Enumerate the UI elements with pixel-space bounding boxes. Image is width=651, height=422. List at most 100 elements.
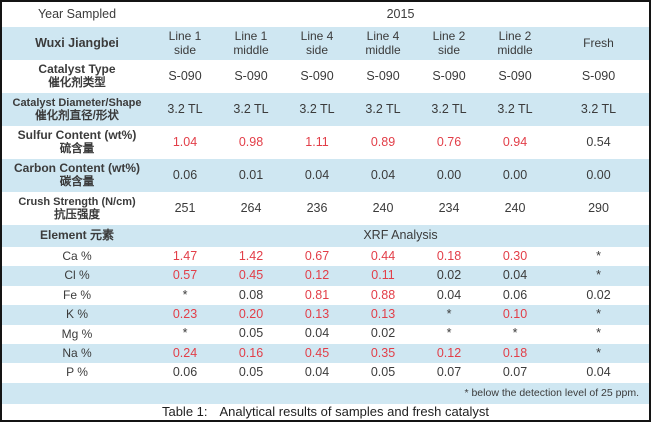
value-cell: 0.07 (436, 365, 462, 380)
value-cell: 0.81 (304, 287, 330, 302)
element-row-label: Mg % (61, 326, 93, 341)
element-row-label: Ca % (62, 249, 92, 264)
table-caption-number: Table 1: (161, 404, 208, 420)
value-cell: 290 (588, 200, 609, 215)
value-cell: 0.12 (436, 345, 462, 360)
column-header-fresh: Fresh (583, 35, 614, 50)
value-cell: 0.35 (370, 345, 396, 360)
value-cell: 0.18 (502, 345, 528, 360)
value-cell: 0.06 (502, 287, 528, 302)
element-row: Fe % * 0.08 0.81 0.88 0.04 0.06 0.02 (2, 286, 649, 305)
table-caption-text: Analytical results of samples and fresh … (219, 404, 490, 420)
value-cell: 3.2 TL (580, 101, 617, 116)
property-row: Catalyst Type 催化剂类型 S-090 S-090 S-090 S-090 S-… (2, 60, 649, 93)
value-cell: 0.24 (172, 345, 198, 360)
value-cell: S-090 (168, 68, 202, 83)
value-cell: 264 (240, 200, 262, 215)
element-row-label: Cl % (64, 268, 90, 283)
value-cell: 3.2 TL (431, 101, 467, 116)
value-cell: * (596, 248, 601, 263)
value-cell: 0.00 (502, 167, 528, 182)
value-cell: * (596, 345, 601, 360)
footnote-band: * below the detection level of 25 ppm. (2, 382, 649, 404)
value-cell: 0.94 (502, 134, 528, 149)
table-caption-row: Table 1: Analytical results of samples an… (2, 404, 649, 420)
year-sampled-label: Year Sampled (37, 6, 117, 21)
value-cell: 0.04 (502, 268, 528, 283)
value-cell: 0.45 (238, 268, 264, 283)
value-cell: 1.04 (172, 134, 198, 149)
value-cell: 0.30 (502, 248, 528, 263)
value-cell: 0.54 (586, 134, 611, 149)
value-cell: 240 (372, 200, 394, 215)
column-header-line-2-side: Line 2 side (432, 29, 466, 57)
value-cell: * (596, 268, 601, 283)
value-cell: 0.00 (586, 167, 611, 182)
value-cell: 0.01 (238, 167, 264, 182)
value-cell: 1.42 (238, 248, 264, 263)
element-row: Na % 0.24 0.16 0.45 0.35 0.12 0.18 * (2, 343, 649, 364)
property-row-label: Carbon Content (wt%) 碳含量 (14, 161, 140, 189)
value-cell: * (182, 326, 188, 341)
value-cell: 0.13 (370, 306, 396, 321)
element-row: K % 0.23 0.20 0.13 0.13 * 0.10 * (2, 305, 649, 325)
column-header-line-1-side: Line 1 side (168, 29, 202, 57)
xrf-analysis-label: XRF Analysis (363, 228, 438, 243)
element-row: P % 0.06 0.05 0.04 0.05 0.07 0.07 0.04 (2, 363, 649, 382)
value-cell: 234 (438, 200, 460, 215)
column-header-line-4-middle: Line 4 middle (365, 29, 401, 57)
value-cell: 3.2 TL (299, 101, 335, 116)
value-cell: 0.02 (586, 287, 611, 302)
value-cell: * (446, 306, 452, 321)
value-cell: 3.2 TL (233, 101, 269, 116)
value-cell: 0.04 (304, 326, 330, 341)
value-cell: 0.04 (304, 365, 330, 380)
value-cell: S-090 (234, 68, 268, 83)
element-row-label: Fe % (62, 287, 91, 302)
value-cell: S-090 (366, 68, 400, 83)
column-header-line-1-middle: Line 1 middle (233, 29, 269, 57)
property-row-label: Catalyst Diameter/Shape 催化剂直径/形状 (12, 96, 142, 122)
table-caption: Table 1: Analytical results of samples an… (162, 404, 489, 419)
element-label-zh: 元素 (90, 228, 115, 243)
property-row: Crush Strength (N/cm) 抗压强度 251 264 236 240 234… (2, 192, 649, 225)
value-cell: * (446, 326, 452, 341)
value-cell: 0.04 (370, 167, 396, 182)
property-row-label: Crush Strength (N/cm) 抗压强度 (18, 195, 136, 221)
value-cell: 0.04 (304, 167, 330, 182)
value-cell: 0.76 (436, 134, 462, 149)
property-row: Sulfur Content (wt%) 硫含量 1.04 0.98 1.11 0.89 0… (2, 126, 649, 159)
value-cell: * (596, 306, 601, 321)
value-cell: 3.2 TL (167, 101, 203, 116)
value-cell: 0.05 (238, 326, 264, 341)
value-cell: 0.45 (304, 345, 330, 360)
value-cell: 240 (504, 200, 526, 215)
column-header-line-4-side: Line 4 side (300, 29, 334, 57)
value-cell: 0.44 (370, 248, 396, 263)
value-cell: 0.67 (304, 248, 330, 263)
value-cell: 0.04 (586, 365, 611, 380)
value-cell: 0.11 (371, 268, 395, 283)
value-cell: 0.02 (370, 326, 396, 341)
element-row: Ca % 1.47 1.42 0.67 0.44 0.18 0.30 * (2, 247, 649, 266)
value-cell: 3.2 TL (497, 101, 533, 116)
value-cell: 0.06 (172, 365, 198, 380)
element-row-label: Na % (62, 346, 92, 361)
value-cell: 0.20 (238, 306, 264, 321)
value-cell: 0.07 (502, 365, 528, 380)
value-cell: * (596, 326, 601, 341)
column-header-row: Wuxi Jiangbei Line 1 side Line 1 middle Line… (2, 27, 649, 60)
value-cell: S-090 (432, 68, 466, 83)
value-cell: 0.08 (238, 287, 264, 302)
value-cell: 0.00 (436, 167, 462, 182)
value-cell: 3.2 TL (365, 101, 401, 116)
element-row: Cl % 0.57 0.45 0.12 0.11 0.02 0.04 * (2, 266, 649, 286)
value-cell: 0.02 (436, 268, 462, 283)
column-header-line-2-middle: Line 2 middle (497, 29, 533, 57)
element-row: Mg % * 0.05 0.04 0.02 * * * (2, 325, 649, 344)
value-cell: 0.88 (370, 287, 396, 302)
value-cell: 0.18 (436, 248, 462, 263)
value-cell: 251 (174, 200, 196, 215)
value-cell: * (182, 287, 188, 302)
